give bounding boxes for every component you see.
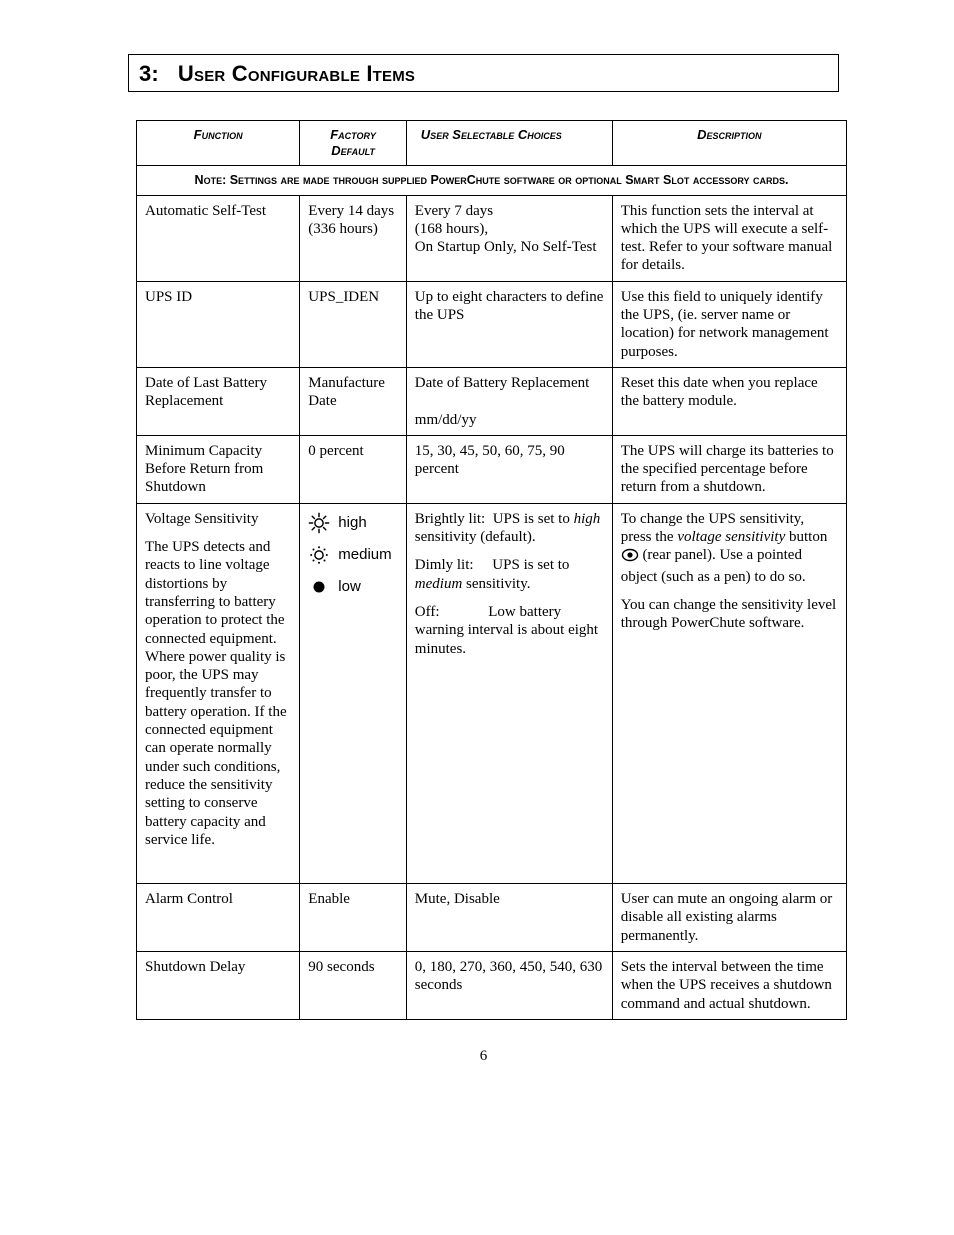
sensitivity-low-label: low: [338, 578, 361, 596]
header-default: Factory Default: [300, 121, 407, 166]
table-row: UPS ID UPS_IDEN Up to eight characters t…: [137, 281, 847, 367]
cell-description: Use this field to uniquely identify the …: [612, 281, 846, 367]
button-dot-icon: [621, 548, 639, 567]
sun-dim-icon: [308, 544, 330, 566]
cell-function: Alarm Control: [137, 884, 300, 952]
note-text-1: Settings are made through supplied: [226, 173, 430, 187]
cell-function: Minimum Capacity Before Return from Shut…: [137, 435, 300, 503]
cell-default: UPS_IDEN: [300, 281, 407, 367]
cell-description: User can mute an ongoing alarm or disabl…: [612, 884, 846, 952]
cell-default: 0 percent: [300, 435, 407, 503]
sensitivity-medium: medium: [308, 544, 398, 566]
cell-choices: Date of Battery Replacement mm/dd/yy: [406, 367, 612, 435]
circle-filled-icon: [308, 576, 330, 598]
table-row: Voltage Sensitivity The UPS detects and …: [137, 503, 847, 883]
section-number: 3:: [139, 61, 159, 86]
cell-description: Sets the interval between the time when …: [612, 951, 846, 1019]
note-text-2: accessory cards.: [689, 173, 788, 187]
table-row: Minimum Capacity Before Return from Shut…: [137, 435, 847, 503]
table-row: Shutdown Delay 90 seconds 0, 180, 270, 3…: [137, 951, 847, 1019]
cell-description: This function sets the interval at which…: [612, 195, 846, 281]
table-row: Date of Last Battery Replacement Manufac…: [137, 367, 847, 435]
sensitivity-icons: high: [308, 510, 398, 598]
header-choices: User Selectable Choices: [406, 121, 612, 166]
cell-choices: Brightly lit: UPS is set to high sensiti…: [406, 503, 612, 883]
sensitivity-medium-label: medium: [338, 546, 391, 564]
cell-choices: 0, 180, 270, 360, 450, 540, 630 seconds: [406, 951, 612, 1019]
note-powerchute: PowerChute: [430, 173, 500, 187]
cell-description: Reset this date when you replace the bat…: [612, 367, 846, 435]
cell-function: Automatic Self-Test: [137, 195, 300, 281]
config-table: Note: Settings are made through supplied…: [136, 120, 847, 1020]
cell-function: Shutdown Delay: [137, 951, 300, 1019]
cell-description: To change the UPS sensitivity, press the…: [612, 503, 846, 883]
cell-default: Manufacture Date: [300, 367, 407, 435]
cell-function: Date of Last Battery Replacement: [137, 367, 300, 435]
section-title-text: User Configurable Items: [178, 61, 415, 86]
cell-description: The UPS will charge its batteries to the…: [612, 435, 846, 503]
header-description: Description: [612, 121, 846, 166]
table-row: Automatic Self-Test Every 14 days (336 h…: [137, 195, 847, 281]
table-note-row: Note: Settings are made through supplied…: [137, 165, 847, 195]
sensitivity-low: low: [308, 576, 398, 598]
cell-default: Enable: [300, 884, 407, 952]
note-prefix: Note:: [195, 173, 227, 187]
voltage-sens-title: Voltage Sensitivity: [145, 510, 291, 528]
cell-default: high: [300, 503, 407, 883]
table-header-row: Function Factory Default User Selectable…: [137, 121, 847, 166]
sensitivity-high-label: high: [338, 514, 366, 532]
cell-choices: 15, 30, 45, 50, 60, 75, 90 percent: [406, 435, 612, 503]
voltage-sens-body: The UPS detects and reacts to line volta…: [145, 538, 291, 849]
sensitivity-high: high: [308, 512, 398, 534]
section-title: 3: User Configurable Items: [139, 61, 828, 87]
table-row: Alarm Control Enable Mute, Disable User …: [137, 884, 847, 952]
cell-default: 90 seconds: [300, 951, 407, 1019]
cell-choices: Up to eight characters to define the UPS: [406, 281, 612, 367]
cell-choices: Every 7 days (168 hours), On Startup Onl…: [406, 195, 612, 281]
header-function: Function: [137, 121, 300, 166]
section-header: 3: User Configurable Items: [128, 54, 839, 92]
cell-choices: Mute, Disable: [406, 884, 612, 952]
cell-function: UPS ID: [137, 281, 300, 367]
sun-bright-icon: [308, 512, 330, 534]
cell-function: Voltage Sensitivity The UPS detects and …: [137, 503, 300, 883]
page-number: 6: [128, 1048, 839, 1065]
note-smartslot: Smart Slot: [625, 173, 689, 187]
cell-default: Every 14 days (336 hours): [300, 195, 407, 281]
note-mid: software or optional: [500, 173, 625, 187]
